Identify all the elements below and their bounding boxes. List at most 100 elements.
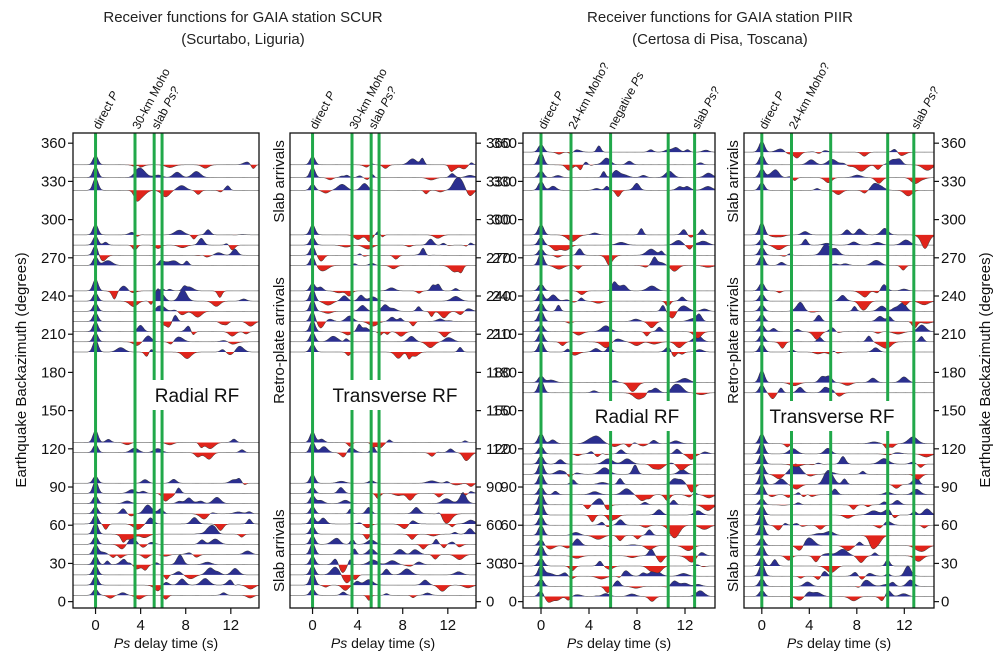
trace-line	[523, 252, 715, 272]
y-tick-label: 0	[941, 594, 949, 611]
arrival-group-label: Slab arrivals	[725, 140, 742, 223]
trace-line	[523, 380, 715, 400]
trace-line	[73, 166, 259, 178]
trace-positive-fill	[290, 573, 476, 586]
y-tick-label: 180	[486, 364, 511, 381]
trace-positive-fill	[290, 526, 476, 535]
trace-line	[523, 310, 715, 329]
trace-positive-fill	[744, 282, 934, 291]
trace-line	[523, 538, 715, 551]
trace-positive-fill	[73, 575, 259, 586]
trace-positive-fill	[290, 474, 476, 484]
trace-positive-fill	[523, 152, 715, 165]
trace-line	[523, 445, 715, 460]
trace-line	[523, 291, 715, 307]
trace-line	[290, 588, 476, 601]
trace-positive-fill	[73, 588, 259, 596]
trace-negative-fill	[73, 301, 259, 307]
trace-negative-fill	[744, 576, 934, 580]
trace-positive-fill	[73, 321, 259, 332]
trace-positive-fill	[73, 245, 259, 256]
trace-line	[523, 492, 715, 511]
trace-line	[523, 473, 715, 493]
y-axis-title-right: Earthquake Backazimuth (degrees)	[977, 252, 994, 487]
trace-positive-fill	[73, 480, 259, 494]
trace-positive-fill	[73, 522, 259, 535]
trace-positive-fill	[73, 224, 259, 235]
x-axis-title: Ps delay time (s)	[331, 635, 435, 651]
trace-positive-fill	[523, 236, 715, 246]
trace-positive-fill	[744, 314, 934, 322]
trace-negative-fill	[744, 494, 934, 498]
trace-line	[744, 545, 934, 563]
trace-negative-fill	[523, 494, 715, 501]
y-tick-label: 210	[492, 326, 517, 343]
trace-negative-fill	[290, 564, 476, 573]
trace-negative-fill	[523, 311, 715, 319]
trace-line	[744, 498, 934, 510]
trace-positive-fill	[523, 375, 715, 383]
trace-negative-fill	[290, 331, 476, 338]
trace-line	[523, 486, 715, 502]
y-tick-label: 360	[492, 135, 517, 152]
plot-frame	[72, 132, 260, 609]
trace-positive-fill	[73, 339, 259, 352]
trace-positive-fill	[290, 588, 476, 596]
arrival-group-label: Retro-plate arrivals	[725, 277, 742, 404]
trace-line	[744, 243, 934, 257]
trace-line	[523, 223, 715, 242]
x-tick-label: 8	[182, 617, 190, 634]
trace-line	[290, 343, 476, 360]
y-tick-label: 360	[41, 135, 66, 152]
trace-line	[290, 431, 476, 449]
trace-negative-fill	[290, 265, 476, 274]
trace-line	[73, 565, 259, 580]
y-tick-label: 60	[941, 517, 958, 534]
x-tick-label: 12	[439, 617, 456, 634]
y-tick-label: 180	[41, 364, 66, 381]
trace-line	[290, 331, 476, 348]
y-tick-label: 300	[492, 212, 517, 229]
trace-negative-fill	[290, 524, 476, 529]
arrival-group-label: Slab arrivals	[271, 140, 288, 223]
trace-negative-fill	[290, 534, 476, 540]
trace-negative-fill	[523, 515, 715, 522]
trace-negative-fill	[290, 190, 476, 196]
y-tick-label: 30	[486, 555, 503, 572]
y-tick-label: 150	[941, 403, 966, 420]
trace-line	[290, 256, 476, 274]
x-tick-label: 4	[136, 617, 144, 634]
trace-negative-fill	[523, 484, 715, 493]
trace-negative-fill	[523, 392, 715, 400]
trace-positive-fill	[744, 498, 934, 505]
x-tick-label: 4	[805, 617, 813, 634]
trace-line	[73, 495, 259, 504]
trace-positive-fill	[290, 289, 476, 302]
y-tick-label: 120	[941, 441, 966, 458]
trace-line	[523, 281, 715, 295]
trace-line	[73, 312, 259, 328]
trace-negative-fill	[744, 265, 934, 271]
trace-positive-fill	[73, 475, 259, 484]
trace-line	[523, 544, 715, 563]
trace-negative-fill	[523, 341, 715, 348]
trace-positive-fill	[523, 248, 715, 256]
trace-line	[523, 170, 715, 178]
y-tick-label: 270	[41, 250, 66, 267]
trace-positive-fill	[73, 256, 259, 266]
phase-marker-label: 24-km Moho?	[786, 60, 833, 132]
trace-line	[290, 177, 476, 197]
trace-line	[744, 154, 934, 172]
y-tick-label: 30	[500, 555, 517, 572]
trace-line	[744, 433, 934, 449]
trace-line	[523, 590, 715, 603]
y-tick-label: 360	[941, 135, 966, 152]
trace-negative-fill	[73, 321, 259, 328]
trace-negative-fill	[290, 177, 476, 180]
trace-negative-fill	[73, 311, 259, 318]
trace-negative-fill	[290, 574, 476, 583]
y-tick-label: 330	[41, 173, 66, 190]
y-tick-label: 150	[41, 403, 66, 420]
trace-positive-fill	[290, 441, 476, 453]
trace-line	[523, 432, 715, 448]
